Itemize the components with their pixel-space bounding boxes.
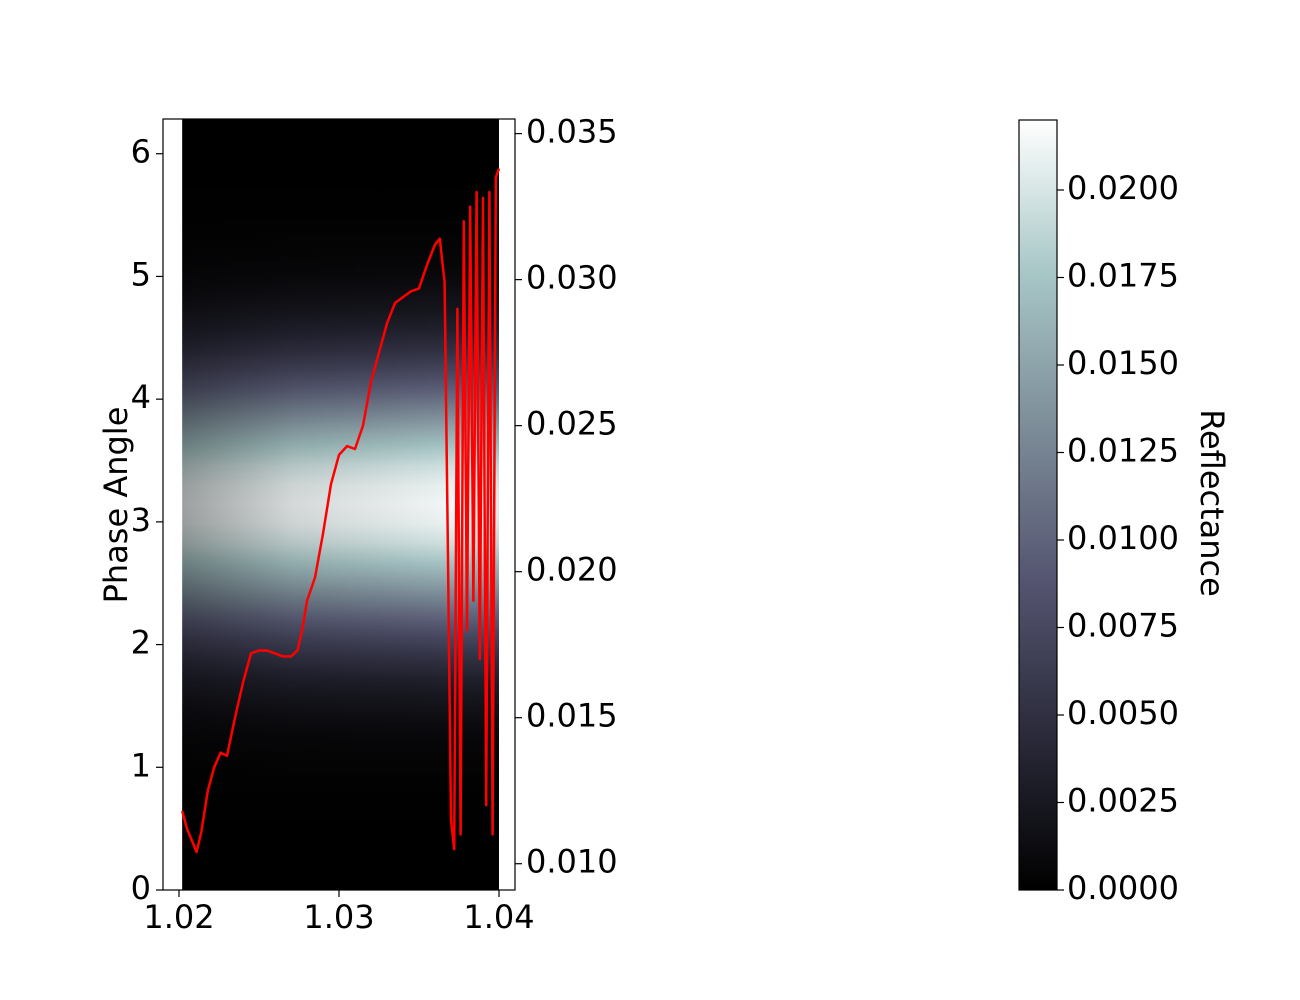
y-tick-label: 6: [131, 133, 151, 171]
colorbar-fill: [1018, 119, 1058, 891]
y-tick-label: 2: [131, 624, 151, 662]
colorbar-tick-label: 0.0000: [1067, 869, 1179, 907]
colorbar-tick-label: 0.0175: [1067, 257, 1179, 295]
colorbar-tick-label: 0.0075: [1067, 607, 1179, 645]
colorbar-tick-label: 0.0100: [1067, 519, 1179, 557]
colorbar-title: Reflectance: [1193, 409, 1231, 597]
colorbar: 0.0000 0.0025 0.0050 0.0075 0.0100 0.0125 0.01…: [1018, 119, 1231, 907]
y2-tick-label: 0.020: [526, 551, 618, 589]
y2-tick-label: 0.030: [526, 259, 618, 297]
x-tick-label: 1.04: [463, 898, 534, 936]
y-tick-label: 4: [131, 378, 151, 416]
x-axis-ticks: 1.02 1.03 1.04: [143, 890, 535, 936]
y-tick-label: 1: [131, 746, 151, 784]
y2-tick-label: 0.015: [526, 697, 618, 735]
y-axis-title: Phase Angle: [97, 407, 135, 604]
y-tick-label: 0: [131, 869, 151, 907]
colorbar-tick-label: 0.0125: [1067, 432, 1179, 470]
y2-tick-label: 0.010: [526, 843, 618, 881]
y-tick-label: 3: [131, 501, 151, 539]
y-tick-label: 5: [131, 255, 151, 293]
y2-tick-label: 0.035: [526, 113, 618, 151]
main-plot: 1.02 1.03 1.04 0 1 2 3 4 5 6 0.010 0.015 0.020 0.02…: [97, 113, 618, 936]
colorbar-tick-label: 0.0150: [1067, 344, 1179, 382]
colorbar-ticks: 0.0000 0.0025 0.0050 0.0075 0.0100 0.0125 0.01…: [1057, 169, 1179, 907]
colorbar-tick-label: 0.0025: [1067, 782, 1179, 820]
reflectance-line-series: [180, 168, 501, 854]
colorbar-tick-label: 0.0200: [1067, 169, 1179, 207]
y2-tick-label: 0.025: [526, 405, 618, 443]
secondary-y-axis-ticks: 0.010 0.015 0.020 0.025 0.030 0.035: [515, 113, 618, 881]
y-axis-ticks: 0 1 2 3 4 5 6: [131, 133, 163, 907]
colorbar-tick-label: 0.0050: [1067, 694, 1179, 732]
x-tick-label: 1.02: [143, 898, 214, 936]
x-tick-label: 1.03: [303, 898, 374, 936]
